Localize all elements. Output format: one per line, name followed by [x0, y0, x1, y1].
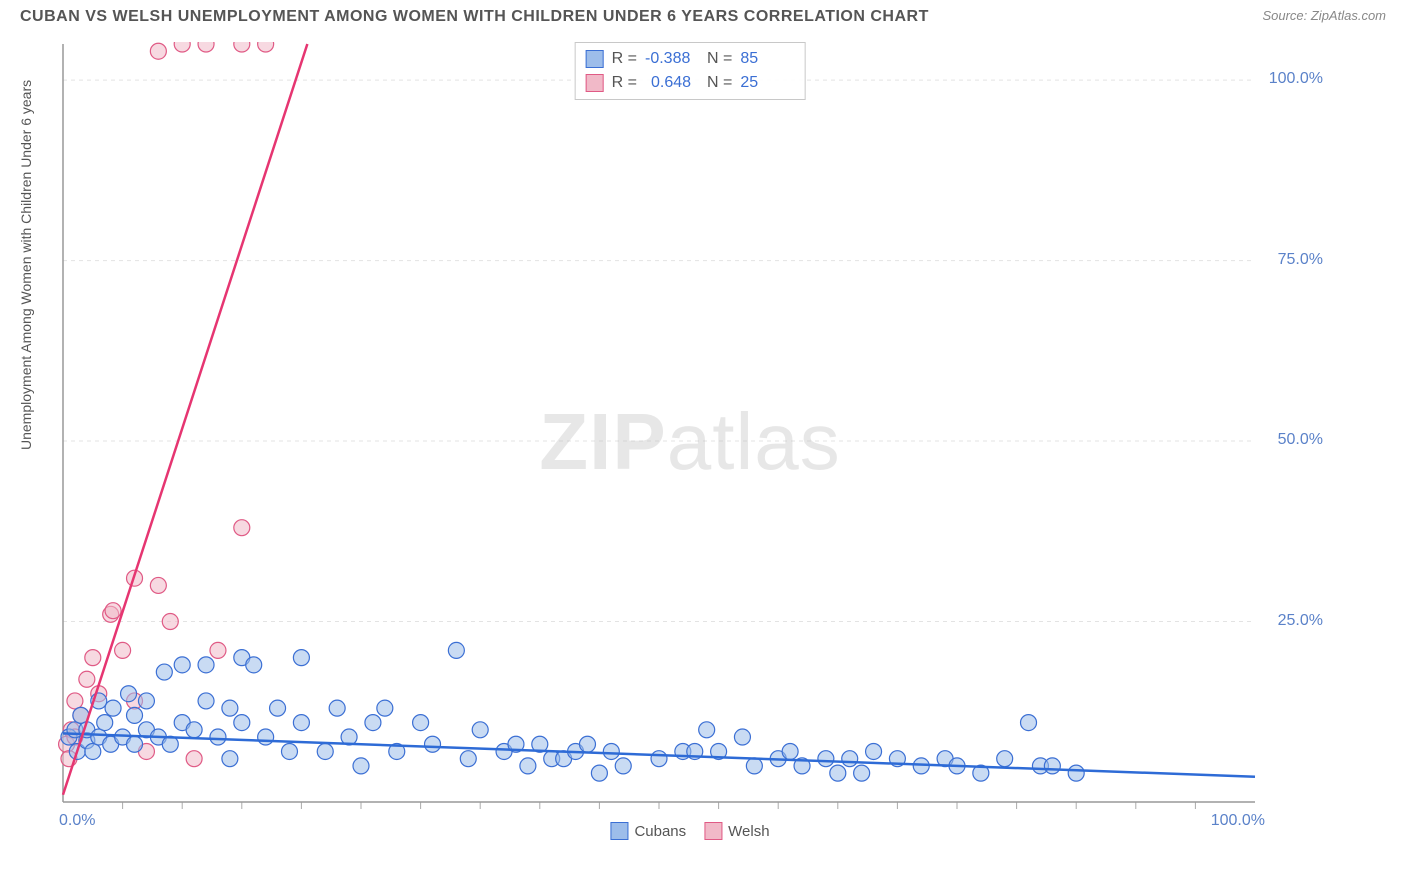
- y-tick-label: 50.0%: [1263, 431, 1323, 449]
- stats-row-cubans: R = -0.388 N = 85: [586, 47, 795, 71]
- x-max-label: 100.0%: [1211, 812, 1265, 830]
- r-value-welsh: 0.648: [645, 71, 699, 95]
- n-value-welsh: 25: [740, 71, 794, 95]
- y-tick-label: 25.0%: [1263, 612, 1323, 630]
- stats-legend: R = -0.388 N = 85 R = 0.648 N = 25: [575, 42, 806, 100]
- legend-item-cubans: Cubans: [610, 822, 686, 840]
- bottom-legend: Cubans Welsh: [610, 822, 769, 840]
- chart-title: CUBAN VS WELSH UNEMPLOYMENT AMONG WOMEN …: [20, 8, 929, 26]
- r-value-cubans: -0.388: [645, 47, 699, 71]
- y-tick-label: 75.0%: [1263, 251, 1323, 269]
- stats-row-welsh: R = 0.648 N = 25: [586, 71, 795, 95]
- n-value-cubans: 85: [740, 47, 794, 71]
- legend-item-welsh: Welsh: [704, 822, 769, 840]
- swatch-cubans-icon: [610, 822, 628, 840]
- x-origin-label: 0.0%: [59, 812, 95, 830]
- swatch-welsh-icon: [704, 822, 722, 840]
- source-attribution: Source: ZipAtlas.com: [1262, 8, 1386, 23]
- swatch-cubans: [586, 50, 604, 68]
- swatch-welsh: [586, 74, 604, 92]
- y-axis-label: Unemployment Among Women with Children U…: [18, 80, 34, 450]
- y-tick-label: 100.0%: [1263, 70, 1323, 88]
- chart-area: ZIPatlas R = -0.388 N = 85 R = 0.648 N =…: [55, 42, 1325, 842]
- scatter-plot: [55, 42, 1325, 842]
